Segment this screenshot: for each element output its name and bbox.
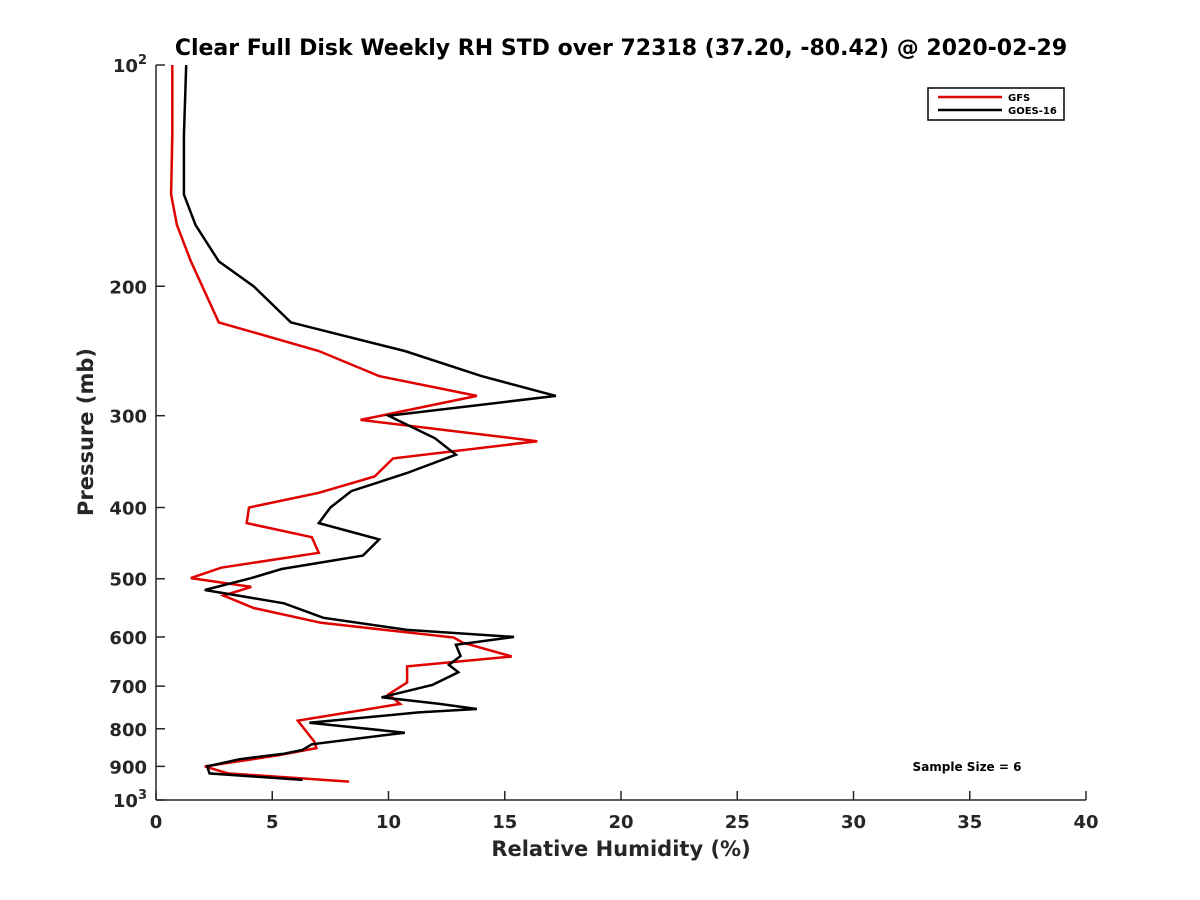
y-tick-label: 103	[113, 788, 147, 812]
y-tick-label: 800	[109, 720, 147, 741]
x-tick-label: 40	[1073, 812, 1098, 833]
series-line-gfs	[169, 65, 538, 783]
x-tick-label: 35	[957, 812, 982, 833]
y-tick-label: 400	[109, 499, 147, 520]
x-tick-label: 30	[841, 812, 866, 833]
chart-title: Clear Full Disk Weekly RH STD over 72318…	[175, 36, 1067, 61]
legend-label-goes-16: GOES-16	[1008, 106, 1057, 117]
y-axis-label: Pressure (mb)	[74, 348, 98, 516]
legend: GFS GOES-16	[927, 87, 1065, 121]
y-tick-label: 300	[109, 407, 147, 428]
x-tick-label: 10	[376, 812, 401, 833]
y-tick-label: 900	[109, 757, 147, 778]
y-tick-label: 500	[109, 570, 147, 591]
y-tick-label: 200	[109, 277, 147, 298]
plot-area: 0 5 10 15 20 25 30 35 40 102 200 300 400 500 600 700 80…	[109, 53, 1098, 833]
y-tick-label: 700	[109, 677, 147, 698]
x-axis-label: Relative Humidity (%)	[491, 837, 750, 861]
y-axis-ticks: 102 200 300 400 500 600 700 800 900 103	[109, 53, 165, 812]
x-tick-label: 5	[266, 812, 279, 833]
x-axis-ticks: 0 5 10 15 20 25 30 35 40	[150, 791, 1099, 833]
legend-label-gfs: GFS	[1008, 93, 1030, 104]
series-layer	[169, 64, 557, 783]
x-tick-label: 20	[608, 812, 633, 833]
y-tick-label: 600	[109, 628, 147, 649]
x-tick-label: 15	[492, 812, 517, 833]
legend-box	[927, 87, 1065, 121]
y-tick-label: 102	[113, 53, 147, 77]
x-tick-label: 0	[150, 812, 163, 833]
x-tick-label: 25	[725, 812, 750, 833]
series-line-goes-16	[182, 64, 557, 782]
sample-size-annotation: Sample Size = 6	[913, 760, 1022, 774]
